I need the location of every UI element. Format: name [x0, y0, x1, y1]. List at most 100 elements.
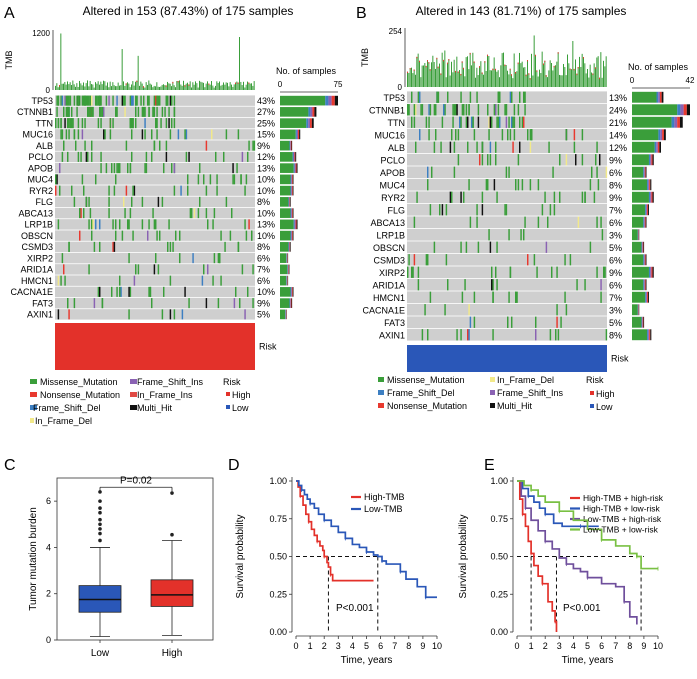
- mutation-cell: [224, 241, 226, 252]
- mutation-cell: [443, 104, 445, 116]
- gene-label: CTNNB1: [369, 105, 405, 115]
- mutation-cell: [467, 116, 469, 128]
- tmb-bar: [179, 80, 180, 90]
- tmb-bar: [125, 83, 127, 90]
- mutation-cell: [56, 174, 58, 185]
- tmb-bar: [463, 67, 464, 87]
- freq-bar: [632, 91, 657, 103]
- freq-bar: [280, 163, 294, 173]
- mutation-cell: [460, 241, 462, 253]
- mutation-cell: [84, 118, 86, 129]
- mutation-cell: [427, 179, 429, 191]
- tmb-bar: [251, 83, 252, 90]
- mutation-cell: [496, 116, 498, 128]
- panel-label-a: A: [4, 5, 15, 22]
- gene-label: CACNA1E: [362, 305, 405, 315]
- gene-percent: 9%: [609, 268, 622, 278]
- panel-label-b: B: [356, 5, 367, 22]
- mutation-cell: [476, 204, 478, 216]
- freq-bar-segment: [683, 104, 687, 116]
- mutation-cell: [251, 230, 253, 241]
- tmb-bar: [100, 81, 102, 90]
- freq-bar-segment: [644, 216, 645, 228]
- mutation-cell: [217, 298, 220, 309]
- freq-bar-segment: [292, 174, 293, 185]
- legend-b-item-5: Multi_Hit: [497, 401, 533, 411]
- mutation-cell: [193, 208, 196, 219]
- mutation-cell: [593, 191, 596, 203]
- mutation-cell: [185, 151, 188, 162]
- freq-bar-segment: [292, 230, 293, 241]
- mutation-cell: [555, 329, 557, 341]
- mutation-cell: [433, 104, 436, 116]
- freq-bar: [280, 208, 291, 218]
- mutation-cell: [477, 241, 480, 253]
- mutation-cell: [215, 151, 217, 162]
- mutation-cell: [248, 219, 250, 230]
- tmb-bar-top: [188, 84, 190, 86]
- gene-label: FLG: [35, 197, 53, 207]
- freq-bar-segment: [292, 208, 294, 218]
- mutation-cell: [225, 196, 228, 207]
- mutation-cell: [436, 91, 438, 103]
- tmb-bar: [427, 60, 428, 87]
- tmb-bar: [544, 60, 546, 87]
- legend-swatch-in-frame-del: [30, 418, 34, 423]
- side-axis-label: No. of samples: [628, 62, 689, 72]
- mutation-cell: [512, 141, 514, 153]
- tmb-bar: [136, 80, 138, 90]
- mutation-cell: [232, 174, 234, 185]
- mutation-cell: [65, 106, 68, 117]
- mutation-cell: [81, 95, 84, 106]
- outlier-point: [98, 538, 102, 543]
- gene-percent: 7%: [257, 265, 270, 275]
- tmb-bar: [587, 69, 588, 87]
- mutation-cell: [413, 116, 416, 128]
- mutation-cell: [461, 291, 464, 303]
- plot-frame: [56, 477, 214, 641]
- freq-bar-segment: [643, 241, 645, 253]
- side-tick: 0: [630, 76, 635, 85]
- mutation-cell: [173, 163, 176, 174]
- risk-track: [55, 323, 255, 370]
- mutation-cell: [520, 229, 522, 241]
- mutation-cell: [124, 106, 126, 117]
- mutation-cell: [151, 298, 153, 309]
- tmb-bar: [208, 83, 210, 90]
- mutation-cell: [123, 95, 125, 106]
- x-tick-label: 9: [641, 641, 646, 651]
- mutation-cell: [207, 264, 209, 275]
- tmb-bar: [567, 54, 568, 87]
- gene-label: XIRP2: [27, 253, 53, 263]
- tmb-bar: [153, 85, 155, 90]
- freq-bar-segment: [644, 166, 645, 178]
- y-axis-label: Survival probability: [235, 515, 246, 599]
- mutation-cell: [463, 191, 465, 203]
- freq-bar-segment: [644, 254, 645, 266]
- mutation-cell: [427, 166, 429, 178]
- tmb-bar: [187, 82, 188, 90]
- mutation-cell: [495, 104, 497, 116]
- tmb-bar: [132, 81, 134, 90]
- freq-bar-segment: [642, 316, 643, 328]
- mutation-cell: [565, 129, 568, 141]
- mutation-cell: [127, 219, 129, 230]
- mutation-cell: [123, 196, 125, 207]
- mutation-cell: [417, 91, 420, 103]
- mutation-cell: [469, 216, 472, 228]
- mutation-cell: [205, 185, 208, 196]
- tmb-bar: [225, 82, 227, 90]
- mutation-cell: [453, 141, 456, 153]
- mutation-cell: [79, 230, 81, 241]
- mutation-cell: [61, 253, 64, 264]
- gene-percent: 7%: [609, 205, 622, 215]
- tmb-bar: [177, 80, 179, 90]
- tmb-bar: [183, 80, 184, 90]
- gene-row-bg: [407, 253, 607, 266]
- freq-bar-segment: [680, 104, 684, 116]
- mutation-cell: [252, 140, 254, 151]
- mutation-cell: [141, 106, 144, 117]
- freq-bar-segment: [295, 219, 297, 230]
- tmb-bar: [448, 59, 450, 87]
- mutation-cell: [427, 254, 429, 266]
